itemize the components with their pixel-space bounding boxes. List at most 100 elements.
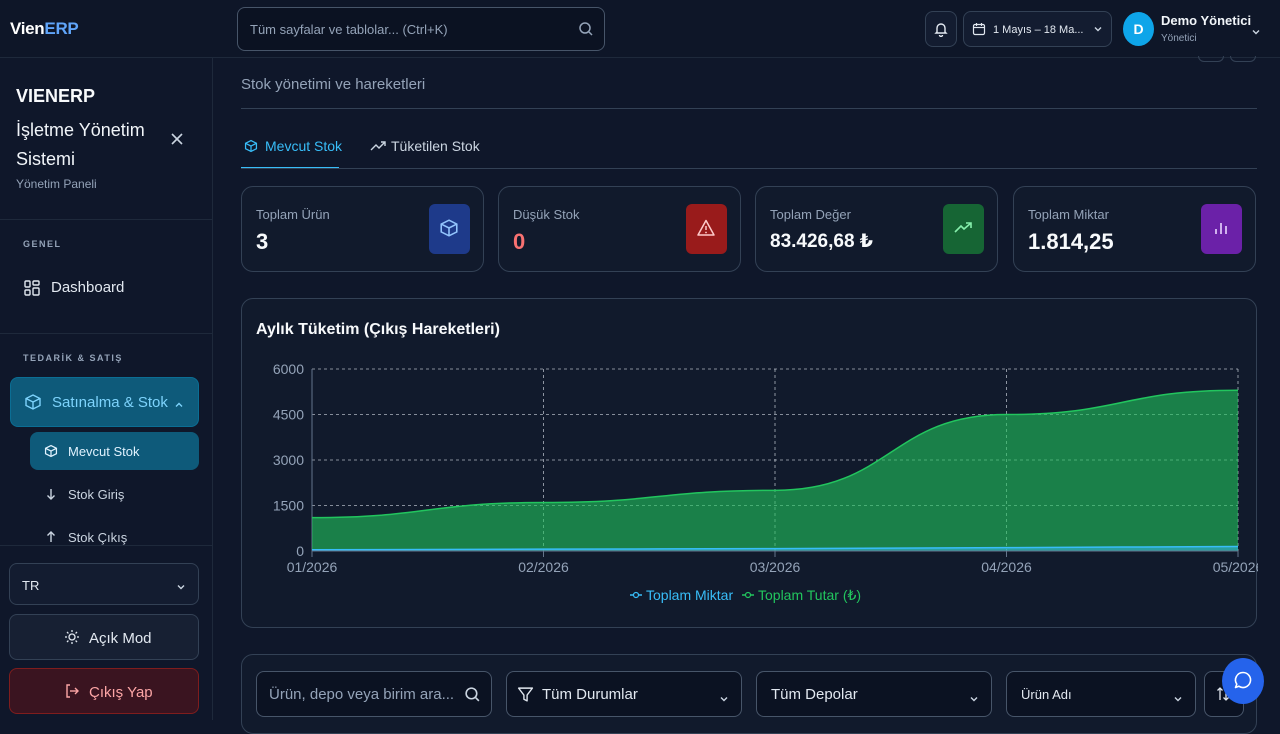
app-logo[interactable]: VienERP bbox=[10, 19, 79, 38]
arrow-up-icon bbox=[44, 530, 58, 547]
stat-value: 0 bbox=[513, 229, 526, 254]
trending-up-icon bbox=[943, 204, 984, 254]
sidebar-item-label: Dashboard bbox=[51, 279, 125, 296]
header-action-button[interactable] bbox=[1230, 56, 1256, 62]
legend-marker bbox=[744, 591, 752, 599]
warehouse-filter-select[interactable]: Tüm Depolar bbox=[756, 671, 992, 717]
sidebar-item-label: Satınalma & Stok bbox=[52, 394, 168, 411]
language-value: TR bbox=[22, 578, 40, 593]
stat-value: 3 bbox=[256, 229, 269, 254]
warehouse-filter-value: Tüm Depolar bbox=[771, 686, 858, 703]
tab-label: Mevcut Stok bbox=[265, 138, 343, 154]
divider bbox=[0, 219, 212, 220]
light-mode-button[interactable]: Açık Mod bbox=[9, 614, 199, 660]
package-icon bbox=[244, 138, 258, 157]
search-icon bbox=[578, 21, 594, 42]
sidebar-subitem-label: Mevcut Stok bbox=[68, 444, 140, 459]
arrow-down-icon bbox=[44, 487, 58, 504]
warning-icon bbox=[686, 204, 727, 254]
user-menu-chevron-icon[interactable] bbox=[1251, 24, 1261, 42]
chevron-down-icon bbox=[719, 691, 729, 708]
logout-button[interactable]: Çıkış Yap bbox=[9, 668, 199, 714]
x-tick-label: 02/2026 bbox=[518, 559, 569, 575]
chevron-down-icon bbox=[969, 691, 979, 708]
tabs-underline bbox=[241, 168, 1257, 169]
sidebar-subitem-label: Stok Çıkış bbox=[68, 530, 128, 545]
date-range-picker[interactable]: 1 Mayıs – 18 Ma... bbox=[963, 11, 1112, 47]
search-placeholder: Ürün, depo veya birim ara... bbox=[269, 686, 455, 703]
y-tick-label: 3000 bbox=[273, 452, 304, 468]
chat-button[interactable] bbox=[1222, 658, 1264, 704]
x-tick-label: 01/2026 bbox=[287, 559, 338, 575]
package-icon bbox=[429, 204, 470, 254]
search-placeholder: Tüm sayfalar ve tablolar... (Ctrl+K) bbox=[250, 22, 448, 37]
y-tick-label: 4500 bbox=[273, 407, 304, 423]
monthly-consumption-chart: 0 1500 3000 4500 6000 01/2026 02/2026 03/2026 04… bbox=[273, 361, 1258, 603]
sidebar: VIENERP İşletme Yönetim Sistemi Yönetim … bbox=[0, 58, 213, 720]
stat-title: Toplam Miktar bbox=[1028, 207, 1109, 222]
sidebar-subitem-stock-out[interactable]: Stok Çıkış bbox=[30, 518, 199, 556]
tab-label: Tüketilen Stok bbox=[391, 138, 480, 154]
logout-label: Çıkış Yap bbox=[89, 684, 153, 701]
package-icon bbox=[44, 444, 58, 461]
series-area bbox=[312, 390, 1238, 551]
avatar[interactable]: D bbox=[1123, 12, 1154, 46]
stat-card-total-products: Toplam Ürün 3 bbox=[241, 186, 484, 272]
global-search-input[interactable]: Tüm sayfalar ve tablolar... (Ctrl+K) bbox=[237, 7, 605, 51]
sidebar-subitem-label: Stok Giriş bbox=[68, 487, 125, 502]
stat-title: Toplam Ürün bbox=[256, 207, 330, 222]
logout-icon bbox=[64, 683, 80, 703]
divider bbox=[0, 545, 212, 546]
sidebar-subitem-stock-in[interactable]: Stok Giriş bbox=[30, 475, 199, 513]
main-content: Stok yönetimi ve hareketleri Mevcut Stok… bbox=[213, 56, 1280, 734]
filter-bar: Ürün, depo veya birim ara... Tüm Durumla… bbox=[241, 654, 1257, 734]
stat-card-total-value: Toplam Değer 83.426,68 ₺ bbox=[755, 186, 998, 272]
divider bbox=[0, 333, 212, 334]
user-name[interactable]: Demo Yönetici bbox=[1161, 13, 1252, 28]
table-search-input[interactable]: Ürün, depo veya birim ara... bbox=[256, 671, 492, 717]
chat-bubble-icon bbox=[1234, 671, 1252, 689]
sidebar-item-purchase-stock[interactable]: Satınalma & Stok bbox=[10, 377, 199, 427]
x-tick-label: 05/2026 bbox=[1213, 559, 1258, 575]
series-line bbox=[311, 545, 1239, 551]
sort-select[interactable]: Ürün Adı bbox=[1006, 671, 1196, 717]
language-select[interactable]: TR bbox=[9, 563, 199, 605]
x-tick-label: 04/2026 bbox=[981, 559, 1032, 575]
top-bar: VienERP Tüm sayfalar ve tablolar... (Ctr… bbox=[0, 0, 1280, 58]
x-tick-label: 03/2026 bbox=[750, 559, 801, 575]
y-tick-label: 0 bbox=[296, 543, 304, 559]
filter-icon bbox=[517, 686, 534, 707]
bar-chart-icon bbox=[1201, 204, 1242, 254]
sun-icon bbox=[64, 629, 80, 649]
stat-value: 1.814,25 bbox=[1028, 229, 1114, 254]
legend-label: Toplam Miktar bbox=[646, 587, 733, 603]
brand-title: VIENERP bbox=[16, 86, 96, 106]
notifications-button[interactable] bbox=[925, 11, 957, 47]
brand-subtitle: İşletme Yönetim Sistemi bbox=[16, 120, 145, 169]
stat-card-low-stock: Düşük Stok 0 bbox=[498, 186, 741, 272]
bell-icon bbox=[934, 23, 948, 37]
date-range-text: 1 Mayıs – 18 Ma... bbox=[993, 24, 1084, 36]
brand-caption: Yönetim Paneli bbox=[16, 177, 97, 191]
tab-current-stock[interactable]: Mevcut Stok bbox=[241, 138, 343, 169]
header-action-button[interactable] bbox=[1198, 56, 1224, 62]
dashboard-grid-icon bbox=[23, 279, 41, 301]
status-filter-value: Tüm Durumlar bbox=[542, 686, 638, 703]
monthly-consumption-chart-card: Aylık Tüketim (Çıkış Hareketleri) 0 1500 3… bbox=[241, 298, 1258, 628]
stat-title: Toplam Değer bbox=[770, 207, 851, 222]
status-filter-select[interactable]: Tüm Durumlar bbox=[506, 671, 742, 717]
sidebar-item-dashboard[interactable]: Dashboard bbox=[10, 267, 199, 309]
sidebar-subitem-current-stock[interactable]: Mevcut Stok bbox=[30, 432, 199, 470]
close-sidebar-icon[interactable] bbox=[168, 130, 186, 153]
stat-title: Düşük Stok bbox=[513, 207, 580, 222]
section-label-general: GENEL bbox=[23, 239, 62, 249]
legend-marker bbox=[632, 591, 640, 599]
user-role: Yönetici bbox=[1161, 33, 1197, 44]
light-mode-label: Açık Mod bbox=[89, 630, 152, 647]
search-icon bbox=[464, 686, 481, 707]
chart-title: Aylık Tüketim (Çıkış Hareketleri) bbox=[256, 321, 500, 338]
tab-consumed-stock[interactable]: Tüketilen Stok bbox=[367, 138, 480, 169]
series-line bbox=[311, 389, 1239, 519]
stat-card-total-quantity: Toplam Miktar 1.814,25 bbox=[1013, 186, 1256, 272]
legend-label: Toplam Tutar (₺) bbox=[758, 587, 861, 603]
